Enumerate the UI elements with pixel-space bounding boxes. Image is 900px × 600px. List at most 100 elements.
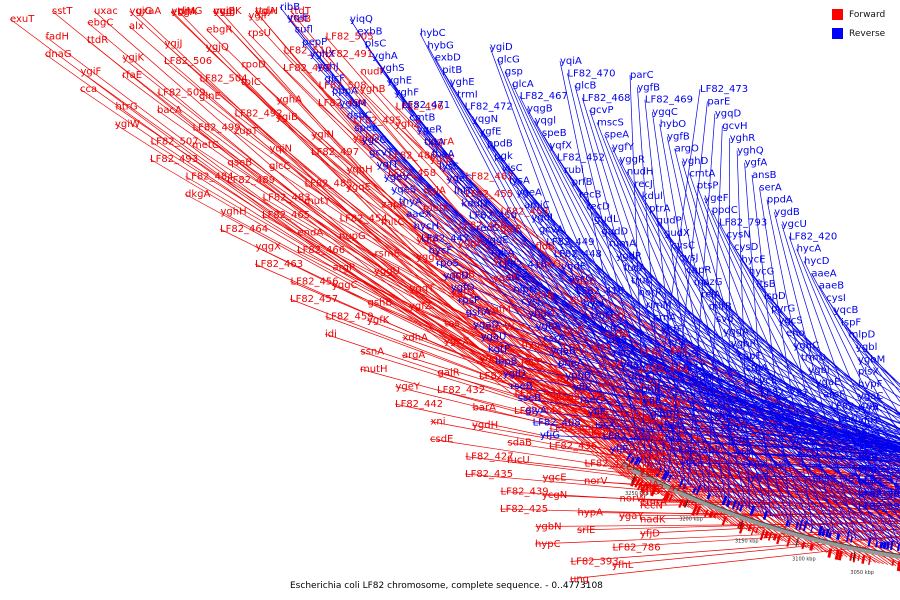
- forward-gene-label[interactable]: ygfA: [417, 235, 440, 246]
- reverse-gene-label[interactable]: yphE: [635, 384, 660, 395]
- forward-gene-label[interactable]: rlmG: [178, 6, 202, 17]
- reverse-gene-label[interactable]: surE: [506, 272, 528, 283]
- reverse-gene-label[interactable]: norR: [639, 288, 663, 299]
- forward-gene-label[interactable]: yggU: [374, 266, 400, 277]
- forward-gene-label[interactable]: LF82_428: [479, 371, 527, 382]
- reverse-gene-label[interactable]: pyrG: [771, 303, 795, 314]
- reverse-gene-label[interactable]: glcB: [575, 81, 597, 92]
- reverse-gene-label[interactable]: parC: [630, 70, 654, 81]
- reverse-gene-label[interactable]: ygfE: [479, 126, 501, 137]
- forward-gene-label[interactable]: lysR: [564, 326, 585, 337]
- forward-gene-label[interactable]: ebgC: [88, 18, 114, 29]
- reverse-gene-label[interactable]: aaeB: [819, 281, 844, 292]
- reverse-gene-label[interactable]: serA: [759, 182, 781, 193]
- forward-gene-label[interactable]: LF82_421: [585, 459, 633, 470]
- reverse-gene-label[interactable]: mazG: [694, 277, 723, 288]
- forward-gene-label[interactable]: tas: [445, 319, 460, 330]
- reverse-gene-label[interactable]: glcG: [497, 54, 519, 65]
- reverse-gene-label[interactable]: ygeV: [384, 172, 409, 183]
- reverse-gene-label[interactable]: recA: [613, 347, 636, 358]
- reverse-gene-label[interactable]: yghE: [387, 75, 412, 86]
- forward-gene-label[interactable]: ygjK: [220, 6, 242, 17]
- forward-gene-label[interactable]: yghZ: [395, 119, 421, 130]
- reverse-gene-label[interactable]: yghA: [372, 51, 398, 62]
- reverse-gene-label[interactable]: LF82_380: [858, 489, 900, 500]
- reverse-gene-label[interactable]: ygcC: [362, 135, 387, 146]
- forward-gene-label[interactable]: LF82_435: [465, 469, 513, 480]
- reverse-gene-label[interactable]: yfiF: [643, 397, 661, 408]
- forward-gene-label[interactable]: glcC: [269, 161, 291, 172]
- reverse-gene-label[interactable]: cysC: [671, 240, 695, 251]
- reverse-gene-label[interactable]: lysA: [509, 175, 530, 186]
- reverse-gene-label[interactable]: yqfX: [549, 140, 572, 151]
- reverse-gene-label[interactable]: alaS: [676, 349, 697, 360]
- reverse-gene-label[interactable]: ygdR: [616, 251, 642, 262]
- reverse-gene-label[interactable]: yqiE: [287, 12, 308, 23]
- forward-gene-label[interactable]: LF82_462: [466, 172, 514, 183]
- reverse-gene-label[interactable]: yqcB: [834, 305, 859, 316]
- forward-gene-label[interactable]: ycgO: [640, 448, 666, 459]
- reverse-gene-label[interactable]: cmtA: [689, 168, 715, 179]
- forward-gene-label[interactable]: hypC: [535, 539, 561, 550]
- reverse-gene-label[interactable]: parE: [707, 96, 730, 107]
- reverse-gene-label[interactable]: yfgA: [658, 421, 681, 432]
- reverse-gene-label[interactable]: stpA: [746, 363, 768, 374]
- reverse-gene-label[interactable]: hycE: [741, 254, 765, 265]
- reverse-gene-label[interactable]: hycA: [797, 244, 822, 255]
- reverse-gene-label[interactable]: ygfY: [612, 142, 635, 153]
- reverse-gene-label[interactable]: ygcU: [782, 219, 807, 230]
- reverse-gene-label[interactable]: yhaK: [528, 309, 553, 320]
- forward-gene-label[interactable]: LF82_430: [634, 396, 682, 407]
- reverse-gene-label[interactable]: yghQ: [737, 145, 764, 156]
- forward-gene-label[interactable]: metC: [192, 140, 219, 151]
- forward-gene-label[interactable]: fadH: [46, 32, 70, 43]
- reverse-gene-label[interactable]: yqaB: [551, 346, 576, 357]
- forward-gene-label[interactable]: xdhA: [403, 333, 429, 344]
- forward-gene-label[interactable]: fucR: [557, 375, 579, 386]
- reverse-gene-label[interactable]: yphB: [565, 370, 591, 381]
- forward-gene-label[interactable]: LF82_489: [227, 175, 275, 186]
- reverse-gene-label[interactable]: acpS: [598, 323, 622, 334]
- forward-gene-label[interactable]: LF82_460: [459, 221, 507, 232]
- forward-gene-label[interactable]: LF82_494: [318, 98, 366, 109]
- forward-gene-label[interactable]: dkgA: [185, 189, 210, 200]
- reverse-gene-label[interactable]: tktA: [424, 137, 445, 148]
- reverse-gene-label[interactable]: cysJ: [679, 253, 699, 264]
- forward-gene-label[interactable]: dnaG: [45, 49, 72, 60]
- forward-gene-label[interactable]: LF82_436: [549, 441, 597, 452]
- reverse-gene-label[interactable]: yghS: [380, 63, 405, 74]
- forward-gene-label[interactable]: LF82_434: [640, 347, 688, 358]
- reverse-gene-label[interactable]: yfiP: [573, 383, 591, 394]
- forward-gene-label[interactable]: LF82_426: [556, 392, 604, 403]
- reverse-gene-label[interactable]: ygbl: [856, 342, 877, 353]
- reverse-gene-label[interactable]: yghJ: [317, 61, 339, 72]
- reverse-gene-label[interactable]: gcvT: [369, 147, 394, 158]
- reverse-gene-label[interactable]: crnA: [653, 312, 676, 323]
- forward-gene-label[interactable]: LF82_504: [200, 74, 248, 85]
- forward-gene-label[interactable]: LF82_505: [326, 32, 374, 43]
- forward-gene-label[interactable]: argP: [333, 263, 355, 274]
- forward-gene-label[interactable]: hypA: [578, 508, 604, 519]
- forward-gene-label[interactable]: cca: [80, 84, 97, 95]
- reverse-gene-label[interactable]: hycF: [429, 246, 453, 257]
- forward-gene-label[interactable]: LF82_422: [591, 427, 639, 438]
- reverse-gene-label[interactable]: mltB: [709, 302, 732, 313]
- forward-gene-label[interactable]: LF82_453: [501, 207, 549, 218]
- reverse-gene-label[interactable]: yfiH: [858, 416, 878, 427]
- forward-gene-label[interactable]: mutS: [640, 417, 666, 428]
- reverse-gene-label[interactable]: mltA: [491, 247, 514, 258]
- reverse-gene-label[interactable]: glcF: [325, 74, 346, 85]
- reverse-gene-label[interactable]: ygqC: [793, 340, 819, 351]
- reverse-gene-label[interactable]: gudP: [657, 216, 682, 227]
- reverse-gene-label[interactable]: gcvA: [539, 225, 564, 236]
- reverse-gene-label[interactable]: glnB: [650, 409, 672, 420]
- reverse-gene-label[interactable]: ygaU: [621, 360, 647, 371]
- reverse-gene-label[interactable]: dsbC: [347, 111, 372, 122]
- forward-gene-label[interactable]: xni: [431, 417, 446, 428]
- forward-gene-label[interactable]: LF82_393: [571, 557, 619, 568]
- reverse-gene-label[interactable]: spec: [354, 123, 377, 134]
- forward-gene-label[interactable]: fucP: [521, 357, 542, 368]
- forward-gene-label[interactable]: ssnA: [361, 347, 385, 358]
- forward-gene-label[interactable]: ygfU: [494, 256, 517, 267]
- forward-gene-label[interactable]: ygjG: [130, 6, 153, 17]
